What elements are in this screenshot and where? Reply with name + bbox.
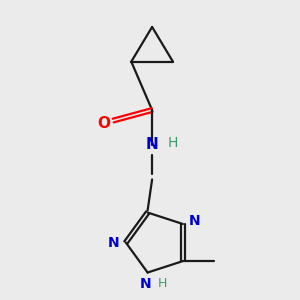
Text: N: N — [140, 277, 151, 291]
Text: H: H — [158, 277, 167, 290]
Text: N: N — [146, 137, 158, 152]
Text: H: H — [168, 136, 178, 150]
Text: N: N — [108, 236, 119, 250]
Text: O: O — [97, 116, 110, 131]
Text: N: N — [189, 214, 201, 228]
